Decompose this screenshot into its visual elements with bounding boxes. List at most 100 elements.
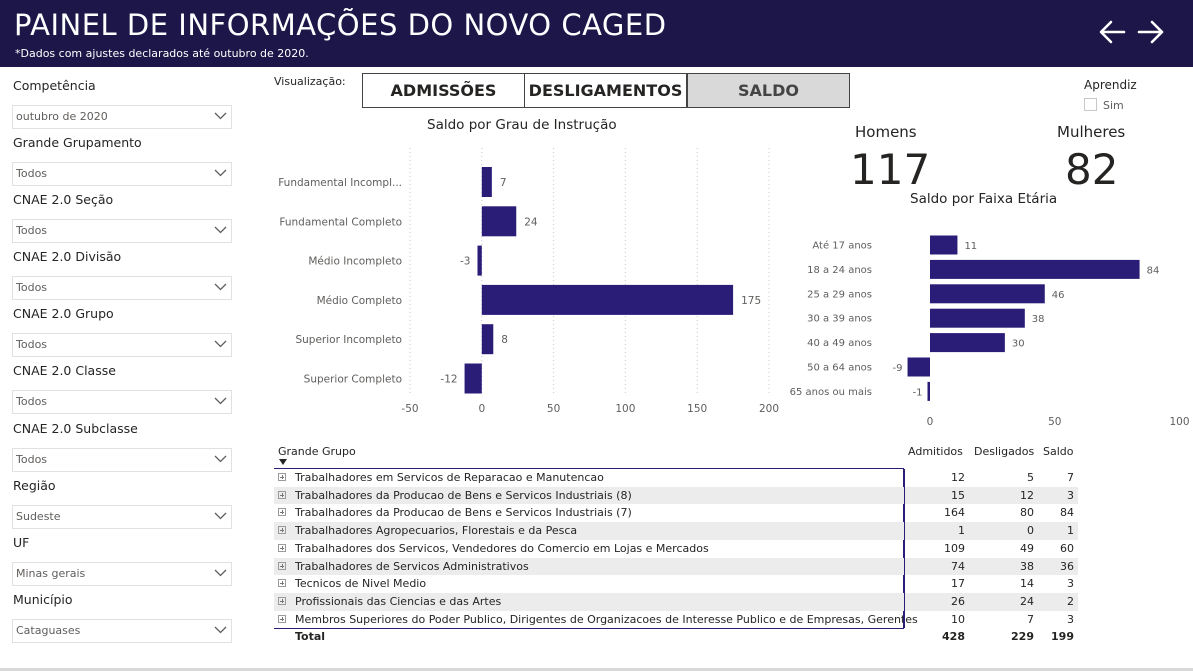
cell-admitidos: 12 xyxy=(951,471,965,484)
category-label: Superior Completo xyxy=(304,374,402,386)
bar[interactable] xyxy=(907,357,930,377)
tab-desligamentos[interactable]: DESLIGAMENTOS xyxy=(524,73,687,108)
table-row[interactable]: Trabalhadores da Producao de Bens e Serv… xyxy=(274,504,1078,522)
column-header-grande-grupo[interactable]: Grande Grupo xyxy=(278,445,356,458)
cell-grande-grupo: Trabalhadores dos Servicos, Vendedores d… xyxy=(295,541,709,555)
table-row[interactable]: Trabalhadores Agropecuarios, Florestais … xyxy=(274,522,1078,540)
chevron-down-icon xyxy=(214,340,227,348)
sort-down-icon[interactable] xyxy=(279,459,287,465)
column-header-admitidos[interactable]: Admitidos xyxy=(908,445,963,458)
table-selection-border xyxy=(274,468,904,629)
category-label: 25 a 29 anos xyxy=(807,289,872,300)
grande-grupamento-dropdown[interactable]: Todos xyxy=(12,162,232,186)
cell-admitidos: 1 xyxy=(958,524,965,538)
cnae-secao-dropdown[interactable]: Todos xyxy=(12,219,232,243)
cell-saldo: 7 xyxy=(1067,471,1074,484)
cnae-classe-dropdown[interactable]: Todos xyxy=(12,390,232,414)
regiao-dropdown[interactable]: Sudeste xyxy=(12,505,232,529)
arrow-right-icon[interactable] xyxy=(1135,16,1167,48)
x-tick-label: 200 xyxy=(759,403,779,415)
expand-plus-icon[interactable] xyxy=(278,561,286,570)
bar[interactable] xyxy=(481,206,517,237)
arrow-left-icon[interactable] xyxy=(1096,16,1128,48)
category-label: Até 17 anos xyxy=(812,240,872,252)
x-tick-label: 0 xyxy=(478,403,485,415)
bar[interactable] xyxy=(481,284,734,315)
cell-admitidos: 26 xyxy=(951,594,965,608)
data-label: -3 xyxy=(460,256,470,268)
dropdown-value: Todos xyxy=(16,338,48,351)
bar[interactable] xyxy=(464,363,482,394)
cell-admitidos: 428 xyxy=(942,630,965,644)
municipio-dropdown[interactable]: Cataguases xyxy=(12,619,232,643)
tab-saldo[interactable]: SALDO xyxy=(687,73,850,108)
expand-plus-icon[interactable] xyxy=(278,579,286,588)
bar[interactable] xyxy=(481,167,492,197)
chart-instrucao: -50 0 50 100 150 200 Fundamental Incompl... 7 Fu… xyxy=(278,148,779,415)
category-label: Fundamental Completo xyxy=(279,216,402,228)
table-row[interactable]: Trabalhadores em Servicos de Reparacao e… xyxy=(274,469,1078,487)
bar[interactable] xyxy=(477,245,482,276)
data-label: 38 xyxy=(1032,314,1045,325)
cell-desligados: 14 xyxy=(1020,577,1034,591)
table-row[interactable]: Membros Superiores do Poder Publico, Dir… xyxy=(274,611,1078,629)
table-row[interactable]: Trabalhadores de Servicos Administrativo… xyxy=(274,557,1078,576)
dropdown-value: Minas gerais xyxy=(16,567,86,580)
table-row[interactable]: Profissionais das Ciencias e das Artes 26… xyxy=(274,592,1078,611)
uf-dropdown[interactable]: Minas gerais xyxy=(12,562,232,586)
bar[interactable] xyxy=(930,235,958,255)
competencia-dropdown[interactable]: outubro de 2020 xyxy=(12,105,232,129)
tab-admissoes[interactable]: ADMISSÕES xyxy=(362,73,525,108)
category-label: 40 a 49 anos xyxy=(807,338,872,349)
chart-faixa: Até 17 anos 11 18 a 24 anos 84 25 a 29 anos 4… xyxy=(790,235,1190,428)
mulheres-label: Mulheres xyxy=(1057,123,1126,141)
table-row[interactable]: Trabalhadores da Producao de Bens e Serv… xyxy=(274,486,1078,505)
column-header-saldo[interactable]: Saldo xyxy=(1043,445,1074,458)
data-label: -12 xyxy=(440,374,457,386)
category-label: 30 a 39 anos xyxy=(807,314,872,325)
table-row[interactable]: Tecnicos de Nivel Medio 17 14 3 xyxy=(274,575,1078,593)
filter-label: CNAE 2.0 Grupo xyxy=(13,306,114,321)
visualizacao-label: Visualização: xyxy=(274,75,346,88)
bar[interactable] xyxy=(927,381,930,401)
cell-saldo: 199 xyxy=(1051,630,1074,644)
filter-label: CNAE 2.0 Classe xyxy=(13,363,116,378)
expand-plus-icon[interactable] xyxy=(278,543,286,552)
chevron-down-icon xyxy=(214,455,227,463)
table-total-row[interactable]: Total 428 229 199 xyxy=(274,628,1078,646)
bar[interactable] xyxy=(930,333,1005,353)
data-label: 46 xyxy=(1052,290,1065,301)
filter-label: UF xyxy=(13,535,30,550)
cell-desligados: 38 xyxy=(1020,559,1034,573)
bar[interactable] xyxy=(930,284,1045,304)
cnae-subclasse-dropdown[interactable]: Todos xyxy=(12,448,232,472)
cell-desligados: 229 xyxy=(1011,630,1034,644)
dropdown-value: Todos xyxy=(16,167,48,180)
bar[interactable] xyxy=(930,308,1025,328)
expand-plus-icon[interactable] xyxy=(278,473,286,481)
cnae-grupo-dropdown[interactable]: Todos xyxy=(12,333,232,357)
cell-desligados: 5 xyxy=(1027,471,1034,484)
expand-plus-icon[interactable] xyxy=(278,526,286,535)
table-row[interactable]: Trabalhadores dos Servicos, Vendedores d… xyxy=(274,540,1078,558)
bar[interactable] xyxy=(930,259,1140,279)
category-label: Médio Incompleto xyxy=(308,256,402,268)
chevron-down-icon xyxy=(214,169,227,177)
dropdown-value: Todos xyxy=(16,453,48,466)
aprendiz-checkbox[interactable] xyxy=(1084,98,1097,111)
expand-plus-icon[interactable] xyxy=(278,596,286,605)
aprendiz-option-label: Sim xyxy=(1103,99,1124,112)
cnae-divisao-dropdown[interactable]: Todos xyxy=(12,276,232,300)
bar[interactable] xyxy=(481,324,494,355)
cell-saldo: 36 xyxy=(1060,559,1074,573)
column-header-desligados[interactable]: Desligados xyxy=(974,445,1035,458)
chevron-down-icon xyxy=(214,626,227,634)
expand-plus-icon[interactable] xyxy=(278,614,286,623)
expand-plus-icon[interactable] xyxy=(278,490,286,499)
data-label: 7 xyxy=(500,177,507,189)
dropdown-value: outubro de 2020 xyxy=(16,110,108,123)
cell-desligados: 24 xyxy=(1020,594,1034,608)
chevron-down-icon xyxy=(214,512,227,520)
expand-plus-icon[interactable] xyxy=(278,508,286,517)
cell-admitidos: 15 xyxy=(951,488,965,502)
